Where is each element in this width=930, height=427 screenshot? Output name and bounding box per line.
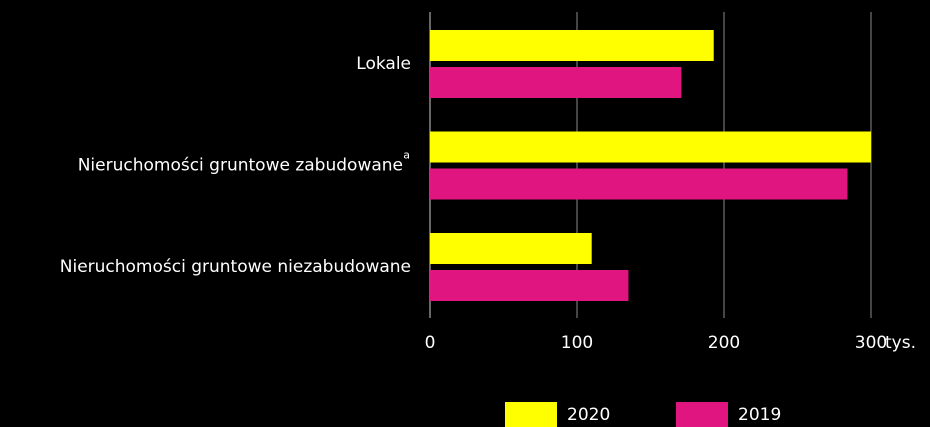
x-tick-label: 300 (855, 333, 887, 353)
x-tick-label: 0 (425, 333, 436, 353)
y-tick-label: Lokale (356, 54, 411, 74)
x-tick-label: 100 (561, 333, 593, 353)
bar (430, 30, 714, 61)
bar (430, 233, 592, 264)
annotation: a (403, 149, 410, 162)
bar (430, 168, 848, 200)
bar (430, 67, 682, 98)
bar (430, 131, 871, 163)
legend-swatch (676, 402, 728, 427)
bar (430, 270, 629, 301)
x-tick-label: 200 (708, 333, 740, 353)
legend-label: 2020 (567, 405, 610, 425)
legend-swatch (505, 402, 557, 427)
y-tick-label: Nieruchomości gruntowe niezabudowane (60, 257, 411, 277)
y-tick-label: Nieruchomości gruntowe zabudowane (78, 156, 403, 176)
legend-label: 2019 (738, 405, 781, 425)
x-axis-label: tys. (885, 333, 916, 353)
